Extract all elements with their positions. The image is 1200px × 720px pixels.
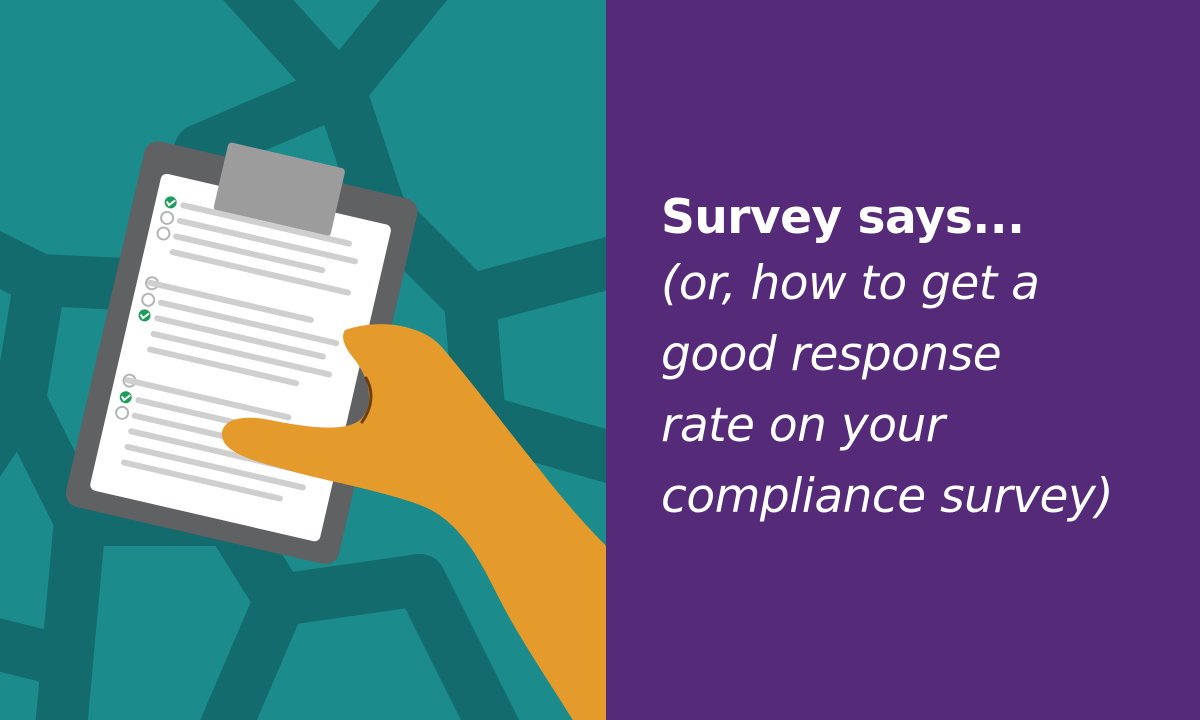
check-tick <box>165 199 176 207</box>
text-lines <box>120 202 359 502</box>
illustration-panel <box>0 0 606 720</box>
survey-illustration <box>0 0 606 720</box>
empty-checkbox-icon <box>115 405 130 420</box>
headline-subtitle-line: good response <box>661 327 1002 382</box>
checklist <box>115 196 177 420</box>
check-tick <box>139 312 150 320</box>
headline-subtitle-line: (or, how to get a <box>661 256 1040 311</box>
headline-title: Survey says... <box>661 190 1025 245</box>
headline-subtitle-line: rate on your <box>661 398 945 453</box>
checkmark-icon <box>164 196 177 209</box>
empty-checkbox-icon <box>160 210 175 225</box>
empty-checkbox-icon <box>156 226 171 241</box>
checkmark-icon <box>138 309 151 322</box>
empty-checkbox-icon <box>141 292 156 307</box>
headline-subtitle-line: compliance survey) <box>661 469 1114 524</box>
check-tick <box>120 394 131 402</box>
checkmark-icon <box>119 391 132 404</box>
headline: Survey says... (or, how to get a good re… <box>661 188 1181 532</box>
clipboard-clip <box>213 142 345 237</box>
hand-icon <box>221 324 606 720</box>
headline-panel: Survey says... (or, how to get a good re… <box>606 0 1200 720</box>
